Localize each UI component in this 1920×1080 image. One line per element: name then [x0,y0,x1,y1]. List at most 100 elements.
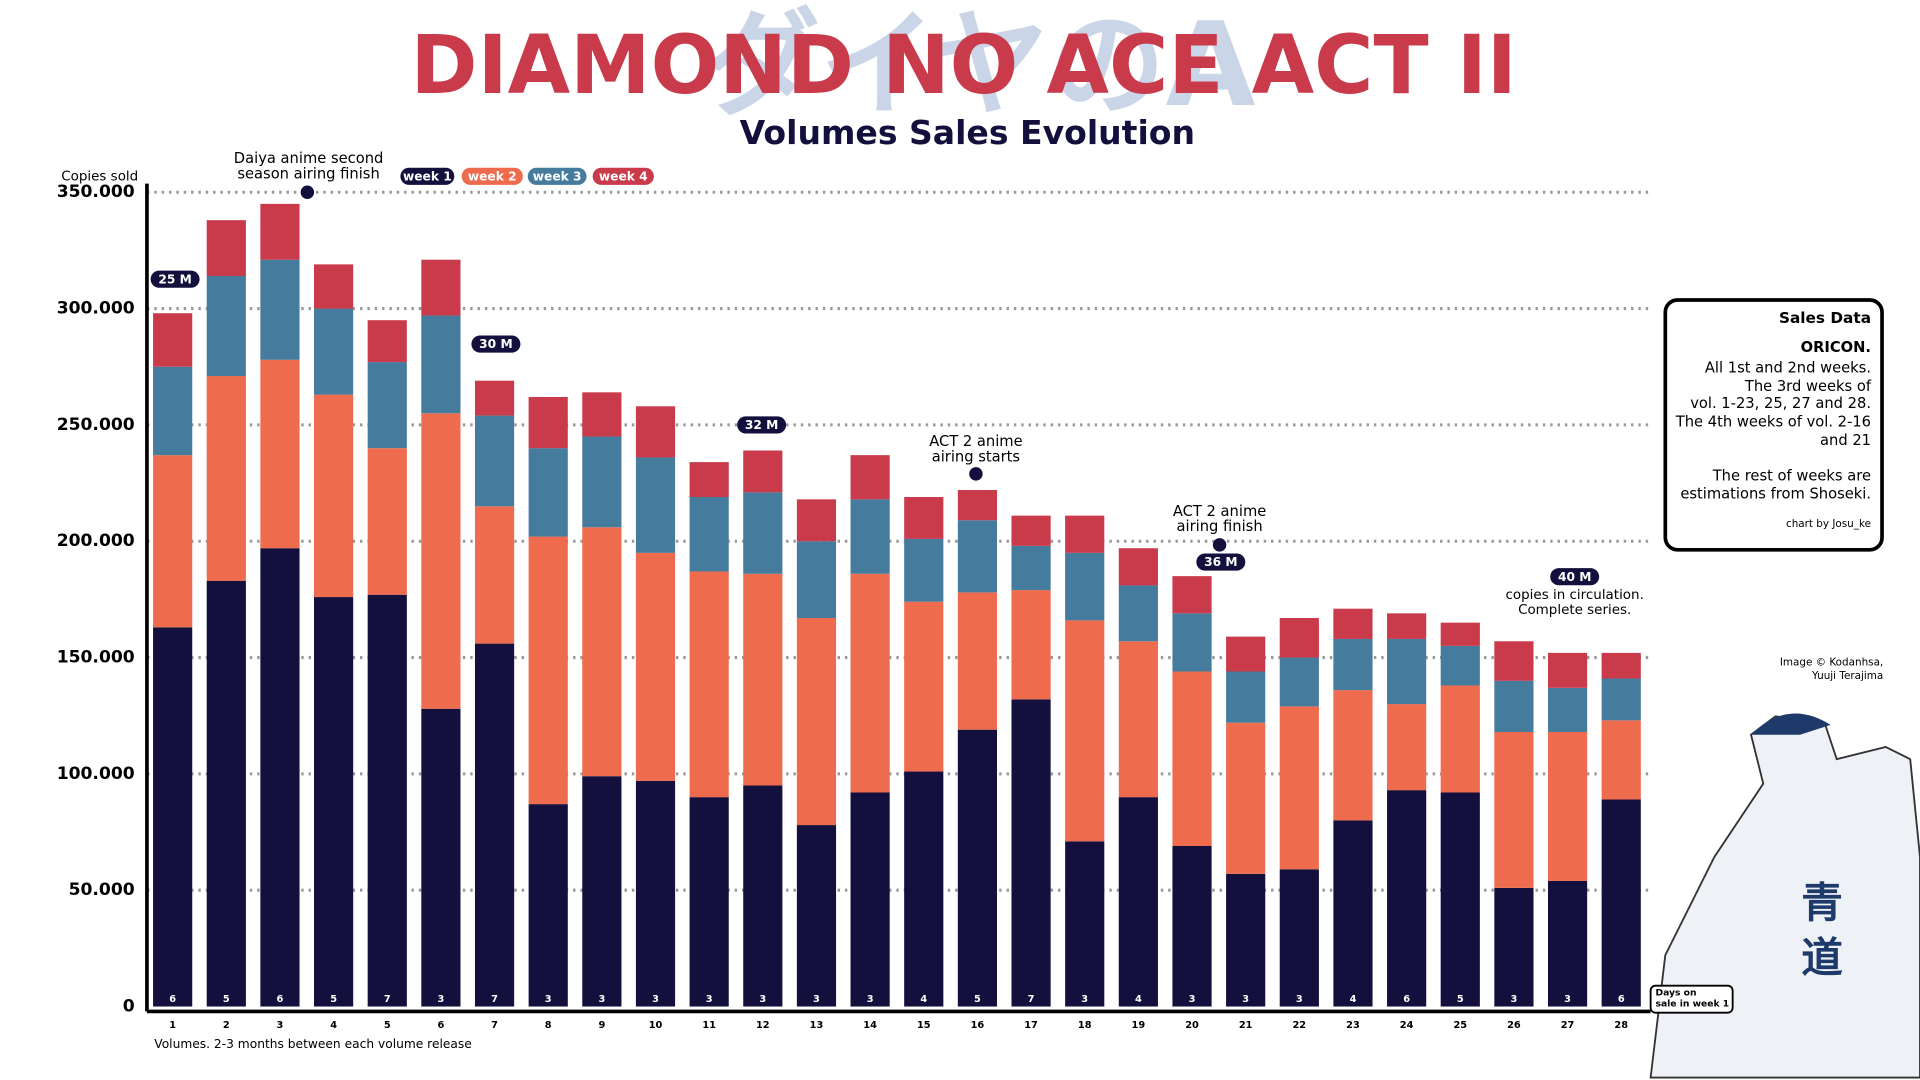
bar-segment [367,448,407,595]
x-tick-label: 15 [917,1020,931,1031]
bar-segment [314,308,354,395]
days-on-sale-label: 3 [813,994,820,1005]
bar-segment [957,520,998,593]
legend-label: week 1 [403,169,452,183]
legend-swatch [592,167,654,185]
x-tick-label: 1 [169,1020,176,1031]
y-tick-label: 100.000 [57,764,135,784]
legend-swatch [527,167,587,185]
badge [1196,553,1246,571]
bar-segment [743,785,783,1007]
bar-segment [957,490,998,521]
bar-segment [260,259,300,360]
x-tick-label: 8 [545,1020,552,1031]
bar-segment [1279,657,1319,707]
bar-segment [474,380,515,416]
x-tick-label: 4 [330,1020,337,1031]
y-tick-label: 50.000 [69,880,135,900]
bar-segment [1333,608,1373,639]
x-tick-label: 2 [223,1020,230,1031]
bar-segment [314,597,354,1007]
bar-segment [1226,671,1266,723]
bar-segment [421,315,461,414]
days-on-sale-label: 6 [1403,994,1410,1005]
badge [471,335,521,353]
bar-segment [1226,722,1266,874]
bar-segment [421,708,461,1007]
bar-segment [474,415,515,507]
x-tick-label: 23 [1346,1020,1360,1031]
days-label: sale in week 1 [1656,999,1730,1010]
annotation-text: Daiya anime second [234,150,384,167]
bar-segment [1118,548,1158,586]
bar-segment [1279,869,1319,1007]
days-label-box [1649,984,1734,1014]
sales-box-line: All 1st and 2nd weeks. [1705,360,1871,377]
y-tick-label: 300.000 [57,299,135,319]
badge-note: copies in circulation. [1506,588,1644,603]
x-tick-label: 13 [810,1020,824,1031]
days-on-sale-label: 6 [277,994,284,1005]
bar-segment [421,259,461,316]
x-tick-label: 27 [1561,1020,1575,1031]
x-tick-label: 3 [277,1020,284,1031]
days-on-sale-label: 6 [169,994,176,1005]
bar-segment [850,455,890,500]
x-tick-label: 12 [756,1020,770,1031]
x-tick-label: 7 [491,1020,498,1031]
days-on-sale-label: 3 [652,994,659,1005]
bar-segment [1601,678,1641,721]
bar-segment [206,220,246,276]
x-tick-label: 11 [702,1020,716,1031]
bar-segment [206,376,246,581]
bar-segment [367,320,407,363]
badge [150,270,200,288]
annotation-text: ACT 2 anime [1173,503,1266,520]
player-illustration: 青 道 [1649,713,1920,1079]
bar-segment [153,455,193,628]
legend-swatch [461,167,523,185]
bar-segment [1387,613,1427,639]
y-tick-label: 250.000 [57,415,135,435]
bar-segment [1333,820,1373,1007]
bar-segment [1172,671,1212,846]
x-tick-label: 25 [1453,1020,1467,1031]
bar-segment [1601,799,1641,1007]
bar-segment [1440,645,1480,686]
bar-segment [904,497,944,539]
y-tick-label: 150.000 [57,648,135,668]
days-on-sale-label: 3 [1081,994,1088,1005]
bar-segment [1547,652,1588,688]
x-tick-label: 18 [1078,1020,1092,1031]
bar-segment [1494,732,1534,888]
sales-box-line: The 3rd weeks of [1744,378,1872,395]
badge [737,416,787,434]
bar-segment [1118,641,1158,798]
bar-segment [1387,704,1427,791]
bar-segment [367,594,407,1007]
bar-segment [743,573,783,786]
bar-segment [153,366,193,456]
bar-segment [1118,585,1158,642]
x-tick-label: 6 [438,1020,445,1031]
bar-segment [635,552,676,781]
bar-segment [260,359,300,549]
chart-title: DIAMOND NO ACE ACT II [411,19,1517,113]
x-axis-label: Volumes. 2-3 months between each volume … [154,1037,472,1051]
days-on-sale-label: 3 [759,994,766,1005]
y-axis-label: Copies sold [61,169,138,184]
x-tick-label: 19 [1132,1020,1146,1031]
sales-box-line: and 21 [1820,432,1871,449]
bar-segment [1172,576,1212,614]
bar-segment [850,499,890,574]
annotation-text: airing finish [1177,518,1263,535]
badge-text: 40 M [1558,570,1591,584]
badge-text: 25 M [158,272,191,286]
bar-segment [1065,552,1105,621]
sales-box-source: ORICON. [1801,339,1871,356]
bar-segment [635,457,676,553]
bar-segment [743,450,783,493]
svg-text:道: 道 [1801,933,1843,982]
image-credit: Image © Kodanhsa, [1780,656,1883,668]
bar-segment [1011,590,1051,700]
